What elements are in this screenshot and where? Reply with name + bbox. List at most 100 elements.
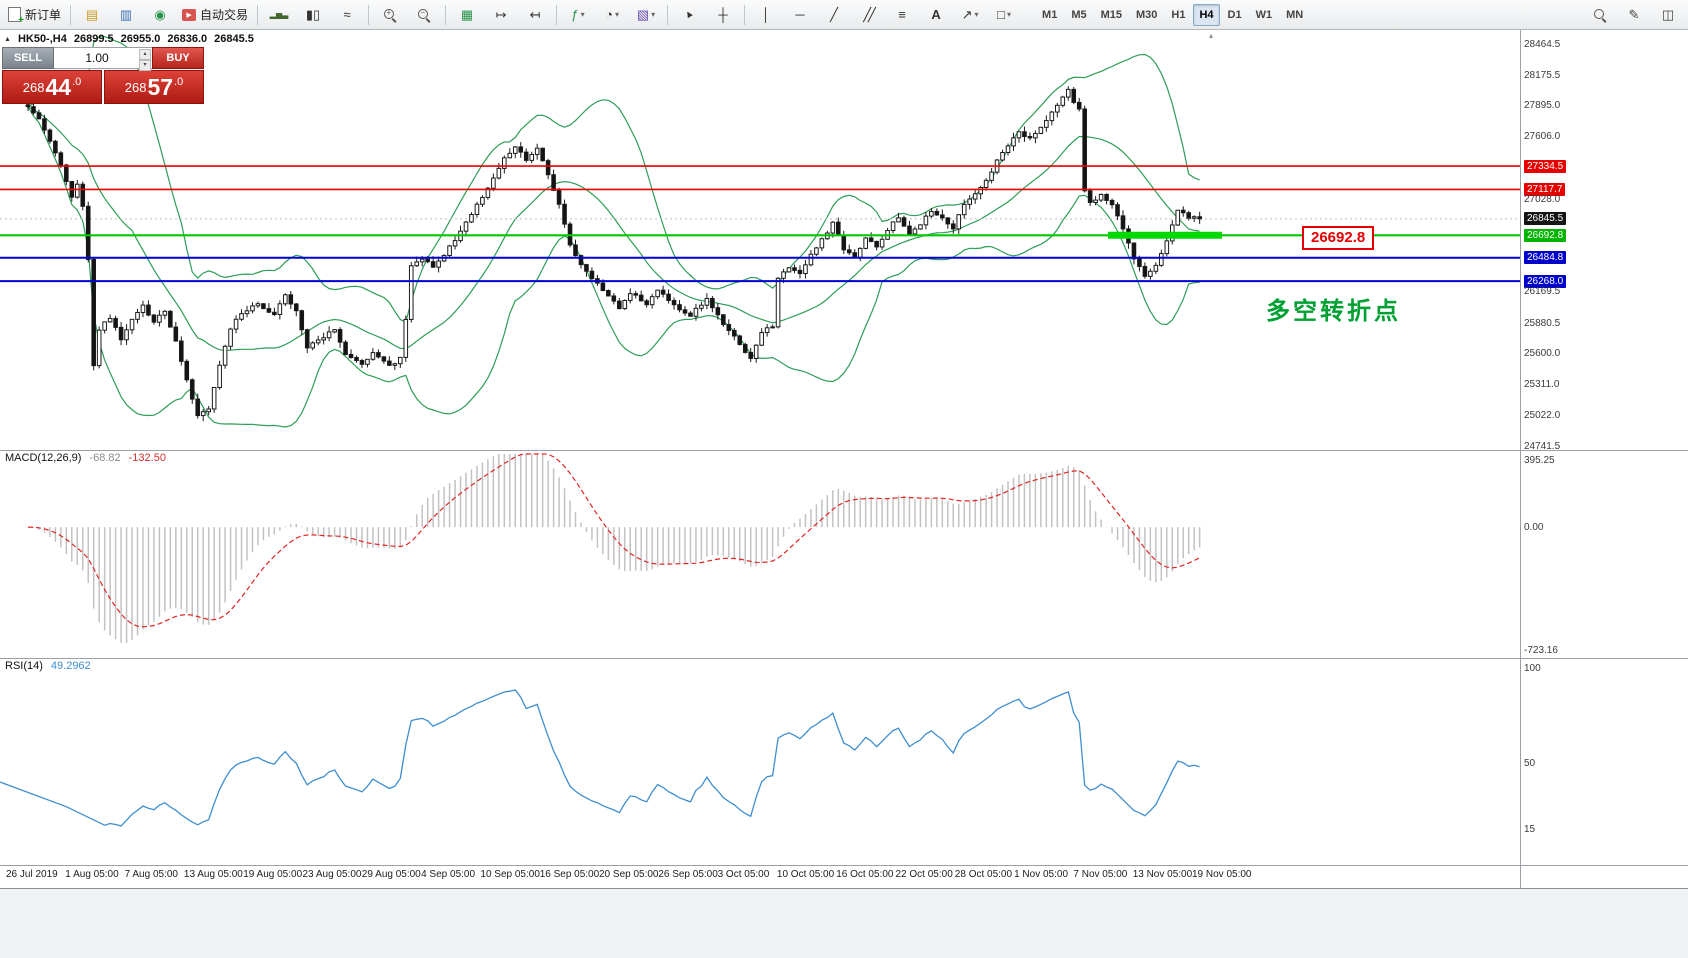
timeframe-m1[interactable]: M1 <box>1042 8 1058 21</box>
cursor-button[interactable]: ▲ <box>673 2 705 28</box>
bid-price-button[interactable]: 268 44.0 <box>2 70 102 104</box>
chart-shift-marker-icon[interactable]: ▴ <box>1209 31 1214 40</box>
candle-body <box>332 329 337 333</box>
fibonacci-button[interactable]: ≡ <box>886 2 918 28</box>
candle-body <box>918 224 923 230</box>
candle-body <box>469 214 474 223</box>
candle-body <box>96 329 102 367</box>
candle-body <box>53 140 58 154</box>
search-button[interactable] <box>1584 2 1616 28</box>
candle-body <box>573 244 578 257</box>
candle-body <box>1022 131 1027 138</box>
time-axis-label: 7 Aug 05:00 <box>124 869 178 880</box>
candle-body <box>36 112 42 120</box>
candle-body <box>124 329 129 341</box>
text-button[interactable]: A <box>920 2 952 28</box>
zoom-in-button[interactable]: + <box>374 2 406 28</box>
macd-axis[interactable]: 395.25 0.00 -723.16 <box>1522 0 1686 958</box>
chart-window-button[interactable]: ▤ <box>76 2 108 28</box>
auto-scroll-button[interactable]: ↦ <box>485 2 517 28</box>
templates-button[interactable]: ▧ ▾ <box>630 2 662 28</box>
indicators-button[interactable]: ƒ ▾ <box>562 2 594 28</box>
shapes-button[interactable]: □ ▾ <box>988 2 1020 28</box>
panels-button[interactable]: ◫ <box>1652 2 1684 28</box>
candle-body <box>381 356 387 362</box>
candle-body <box>1159 253 1164 266</box>
candle-body <box>644 300 649 306</box>
candle-chart-icon: ▮▯ <box>305 6 321 22</box>
crosshair-button[interactable]: ┼ <box>707 2 739 28</box>
panel-collapse-icon[interactable]: ▲ <box>4 35 11 43</box>
candle-body <box>299 310 305 331</box>
bar-chart-button[interactable]: ▂▅▃ <box>263 2 295 28</box>
timeframe-w1[interactable]: W1 <box>1255 8 1273 21</box>
time-axis[interactable]: 26 Jul 2019 1 Aug 05:00 7 Aug 05:00 13 Aug … <box>0 866 1520 886</box>
arrows-button[interactable]: ↗ ▾ <box>954 2 986 28</box>
trendline-price-callout[interactable]: 26692.8 <box>1302 226 1375 250</box>
symbol-high: 26955.0 <box>120 33 161 45</box>
candle-body <box>85 205 91 260</box>
rsi-axis[interactable]: 100 50 15 <box>1522 0 1686 958</box>
timeframe-mn[interactable]: MN <box>1286 8 1304 21</box>
timeframe-m5[interactable]: M5 <box>1071 8 1087 21</box>
candle-body <box>940 214 945 219</box>
time-axis-label: 13 Nov 05:00 <box>1132 869 1193 880</box>
trendline-button[interactable]: ╱ <box>818 2 850 28</box>
candle-body <box>365 358 370 365</box>
candle-body <box>255 303 261 307</box>
ask-price-button[interactable]: 268 57.0 <box>104 70 204 104</box>
horizontal-line-button[interactable]: ─ <box>784 2 816 28</box>
sell-button[interactable]: SELL <box>2 47 54 69</box>
time-axis-label: 13 Aug 05:00 <box>183 869 243 880</box>
channel-button[interactable]: ╱╱ <box>852 2 884 28</box>
zoom-out-button[interactable]: − <box>408 2 440 28</box>
line-chart-button[interactable]: ≈ <box>331 2 363 28</box>
candle-body <box>803 264 808 275</box>
price-axis[interactable]: 28464.5 28175.5 27895.0 27606.0 27334.5 27117… <box>1522 0 1686 958</box>
vertical-line-button[interactable]: │ <box>750 2 782 28</box>
rsi-axis-label: 50 <box>1524 757 1536 769</box>
timeframe-m30[interactable]: M30 <box>1136 8 1158 21</box>
candle-body <box>485 187 491 198</box>
edit-button[interactable]: ✎ <box>1618 2 1650 28</box>
profiles-button[interactable]: ▥ <box>110 2 142 28</box>
candle-body <box>42 118 47 131</box>
buy-button[interactable]: BUY <box>152 47 204 69</box>
candle-body <box>321 337 326 341</box>
tile-windows-button[interactable]: ▦ <box>451 2 483 28</box>
periods-button[interactable]: ◔ ▾ <box>596 2 628 28</box>
candles[interactable] <box>25 86 1202 422</box>
bollinger-middle <box>27 106 1200 352</box>
candle-body <box>140 304 146 313</box>
timeframe-d1[interactable]: D1 <box>1227 8 1242 21</box>
time-axis-label: 16 Sep 05:00 <box>539 869 600 880</box>
rsi-name: RSI(14) <box>5 660 43 672</box>
candle-body <box>222 345 228 366</box>
candle-body <box>80 183 86 207</box>
indicators-icon-caret: ▾ <box>580 10 585 19</box>
volume-input[interactable]: 1.00 ▴ ▾ <box>54 47 152 71</box>
autotrading-button[interactable]: ▶ 自动交易 <box>178 2 252 28</box>
channel-lines-icon: ╱╱ <box>863 6 876 22</box>
candle-chart-button[interactable]: ▮▯ <box>297 2 329 28</box>
zoom-out-icon-sign: − <box>420 8 426 17</box>
chart-shift-button[interactable]: ↤ <box>519 2 551 28</box>
timeframe-h1[interactable]: H1 <box>1171 8 1186 21</box>
candle-body <box>1186 212 1192 219</box>
data-window-button[interactable]: ◉ <box>144 2 176 28</box>
toolbar-separator <box>556 4 558 25</box>
timeframe-m15[interactable]: M15 <box>1100 8 1122 21</box>
timeframe-group: M1 M5 M15 M30 H1 H4 D1 W1 MN <box>1035 3 1310 26</box>
time-axis-label: 29 Aug 05:00 <box>361 869 421 880</box>
horizontal-line-icon: ─ <box>795 7 805 22</box>
new-order-button[interactable]: 新订单 <box>4 2 65 28</box>
volume-up-icon[interactable]: ▴ <box>139 49 151 60</box>
volume-down-icon[interactable]: ▾ <box>139 60 151 71</box>
candle-body <box>545 160 551 176</box>
candle-body <box>929 210 934 217</box>
macd-name: MACD(12,26,9) <box>5 452 82 464</box>
time-axis-label: 4 Sep 05:00 <box>421 869 476 880</box>
candle-body <box>912 228 918 235</box>
timeframe-h4[interactable]: H4 <box>1193 3 1220 26</box>
